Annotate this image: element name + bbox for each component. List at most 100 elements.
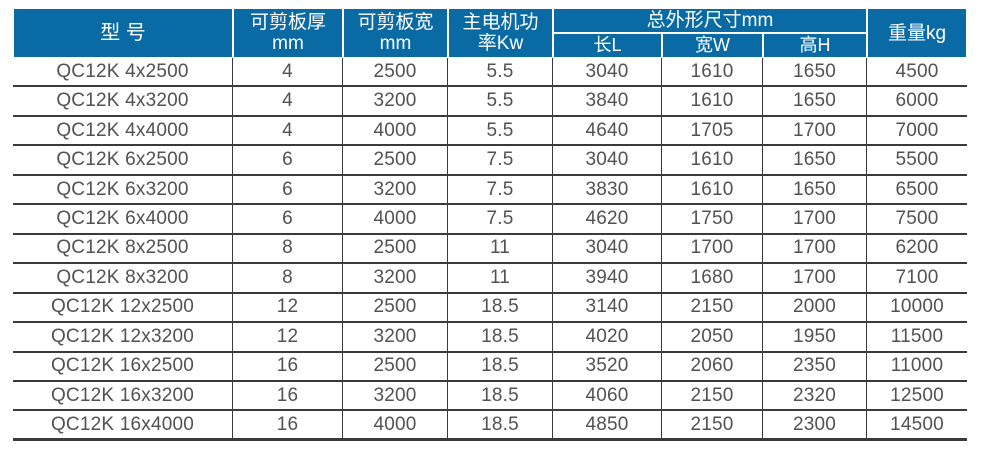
cell-model: QC12K 6x3200	[13, 175, 233, 206]
cell-width-w: 1680	[662, 264, 763, 294]
cell-width: 3200	[343, 264, 448, 294]
cell-width-w: 1610	[662, 87, 763, 117]
cell-height: 2320	[763, 381, 867, 412]
header-weight: 重量kg	[867, 8, 967, 58]
cell-motor-power: 7.5	[448, 146, 553, 176]
cell-thickness: 4	[233, 116, 343, 147]
cell-width-w: 1610	[662, 146, 763, 176]
cell-length: 4060	[553, 381, 662, 412]
cell-length: 3940	[553, 264, 662, 294]
cell-motor-power: 5.5	[448, 116, 553, 147]
header-length: 长L	[553, 33, 662, 58]
cell-thickness: 8	[233, 234, 343, 265]
cell-thickness: 12	[233, 323, 343, 353]
cell-weight: 12500	[867, 382, 967, 412]
cell-length: 3040	[553, 234, 662, 265]
cell-height: 1650	[763, 146, 867, 176]
cell-width: 3200	[343, 323, 448, 353]
cell-height: 1700	[763, 205, 867, 235]
cell-weight: 10000	[867, 294, 967, 324]
cell-length: 4020	[553, 323, 662, 353]
cell-thickness: 6	[233, 175, 343, 206]
header-dimensions: 总外形尺寸mm	[553, 8, 867, 33]
cell-weight: 6500	[867, 176, 967, 206]
cell-height: 2300	[763, 411, 867, 441]
cell-model: QC12K 6x4000	[13, 205, 233, 235]
cell-weight: 6000	[867, 87, 967, 117]
cell-weight: 7000	[867, 117, 967, 147]
cell-motor-power: 5.5	[448, 87, 553, 117]
cell-width-w: 2150	[662, 411, 763, 441]
cell-height: 1650	[763, 58, 867, 88]
cell-width: 2500	[343, 293, 448, 324]
cell-width-w: 1700	[662, 234, 763, 265]
cell-thickness: 12	[233, 293, 343, 324]
cell-width: 4000	[343, 411, 448, 441]
header-height: 高H	[763, 33, 867, 58]
cell-width-w: 1750	[662, 205, 763, 235]
cell-thickness: 16	[233, 381, 343, 412]
cell-model: QC12K 8x2500	[13, 234, 233, 265]
cell-model: QC12K 12x2500	[13, 293, 233, 324]
cell-model: QC12K 12x3200	[13, 323, 233, 353]
cell-motor-power: 18.5	[448, 381, 553, 412]
cell-height: 2350	[763, 352, 867, 382]
cell-width: 3200	[343, 175, 448, 206]
cell-weight: 5500	[867, 146, 967, 176]
cell-height: 2000	[763, 293, 867, 324]
cell-thickness: 4	[233, 58, 343, 88]
cell-height: 1650	[763, 87, 867, 117]
cell-width: 3200	[343, 381, 448, 412]
cell-thickness: 8	[233, 264, 343, 294]
cell-width: 3200	[343, 87, 448, 117]
cell-length: 3040	[553, 146, 662, 176]
cell-motor-power: 5.5	[448, 58, 553, 88]
cell-thickness: 6	[233, 146, 343, 176]
header-width: 可剪板宽 mm	[343, 8, 448, 58]
cell-height: 1650	[763, 175, 867, 206]
header-thickness: 可剪板厚 mm	[233, 8, 343, 58]
cell-weight: 11000	[867, 353, 967, 382]
cell-length: 3040	[553, 58, 662, 88]
header-width-w: 宽W	[662, 33, 763, 58]
cell-model: QC12K 4x3200	[13, 87, 233, 117]
cell-motor-power: 18.5	[448, 323, 553, 353]
cell-width-w: 1705	[662, 116, 763, 147]
cell-motor-power: 18.5	[448, 352, 553, 382]
cell-height: 1950	[763, 323, 867, 353]
cell-weight: 14500	[867, 411, 967, 441]
cell-height: 1700	[763, 234, 867, 265]
cell-length: 4620	[553, 205, 662, 235]
cell-model: QC12K 4x4000	[13, 116, 233, 147]
cell-model: QC12K 16x3200	[13, 381, 233, 412]
cell-length: 3140	[553, 293, 662, 324]
cell-motor-power: 18.5	[448, 411, 553, 441]
cell-weight: 4500	[867, 58, 967, 88]
cell-width: 2500	[343, 146, 448, 176]
cell-thickness: 6	[233, 205, 343, 235]
cell-motor-power: 7.5	[448, 175, 553, 206]
cell-width-w: 1610	[662, 58, 763, 88]
cell-motor-power: 18.5	[448, 293, 553, 324]
table-header: 型 号 可剪板厚 mm 可剪板宽 mm 主电机功 率Kw 总外形尺寸mm 长L …	[13, 8, 967, 58]
cell-width-w: 2060	[662, 352, 763, 382]
cell-length: 3520	[553, 352, 662, 382]
cell-motor-power: 7.5	[448, 205, 553, 235]
cell-width-w: 2150	[662, 381, 763, 412]
cell-model: QC12K 6x2500	[13, 146, 233, 176]
cell-width: 2500	[343, 352, 448, 382]
cell-height: 1700	[763, 264, 867, 294]
cell-width-w: 1610	[662, 175, 763, 206]
cell-width: 4000	[343, 116, 448, 147]
cell-model: QC12K 4x2500	[13, 58, 233, 88]
cell-width-w: 2150	[662, 293, 763, 324]
cell-motor-power: 11	[448, 234, 553, 265]
cell-motor-power: 11	[448, 264, 553, 294]
spec-table: 型 号 可剪板厚 mm 可剪板宽 mm 主电机功 率Kw 总外形尺寸mm 长L …	[13, 8, 967, 441]
cell-weight: 11500	[867, 323, 967, 353]
cell-model: QC12K 16x4000	[13, 411, 233, 441]
cell-model: QC12K 8x3200	[13, 264, 233, 294]
cell-width: 2500	[343, 58, 448, 88]
cell-length: 3840	[553, 87, 662, 117]
table-body: QC12K 4x2500 4 2500 5.5 3040 1610 1650 4…	[13, 58, 967, 441]
